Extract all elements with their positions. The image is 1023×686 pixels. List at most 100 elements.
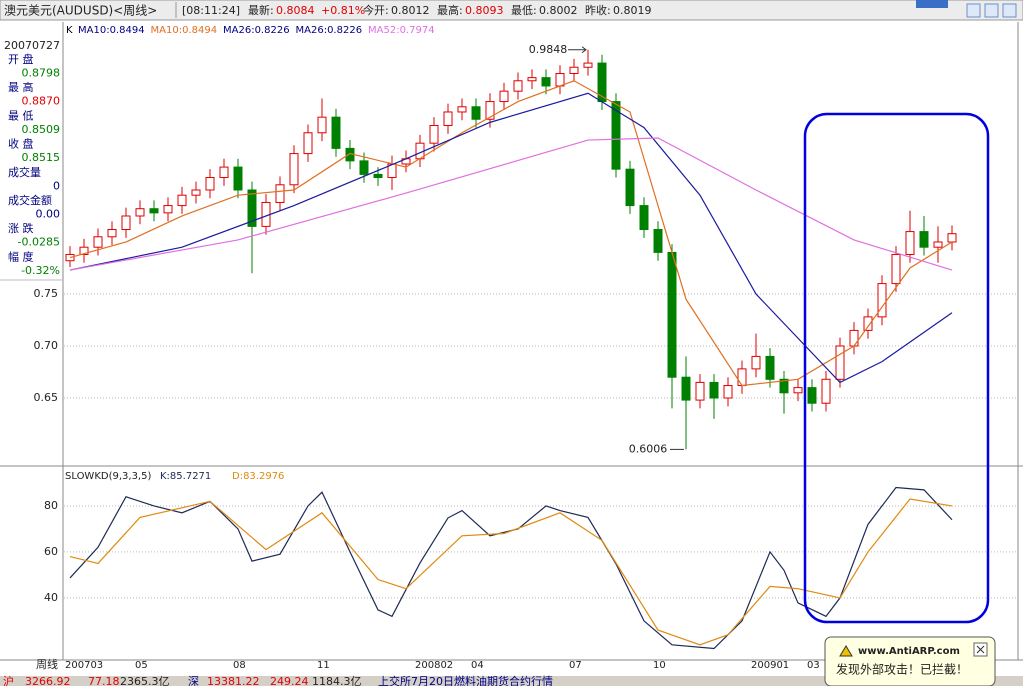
candle-body: [163, 205, 173, 214]
info-date: 20070727: [4, 39, 60, 52]
y-tick-label: 0.65: [34, 391, 59, 404]
annotation: 0.6006: [629, 442, 668, 455]
candle-body: [443, 111, 453, 126]
candle-body: [611, 101, 621, 170]
candle-body: [499, 90, 509, 103]
prev-label: 昨收:: [585, 3, 611, 17]
window-button[interactable]: [1002, 3, 1017, 18]
change: +0.81%: [321, 4, 365, 17]
y-tick-label: 40: [44, 591, 58, 604]
candle-body: [583, 62, 593, 68]
header-bar: [0, 0, 1023, 21]
info-value: 0.8515: [22, 151, 61, 164]
popup-message: 发现外部攻击！已拦截！: [836, 662, 968, 677]
candle-body: [191, 189, 201, 196]
info-label: 开 盘: [8, 52, 34, 66]
candle-body: [695, 381, 705, 401]
info-label: 最 低: [8, 109, 34, 122]
x-tick-label: 05: [135, 660, 148, 671]
open-label: 今开:: [363, 3, 389, 17]
x-tick-label: 200901: [751, 660, 789, 671]
status-value: 1184.3亿: [312, 675, 362, 686]
indicator-d: D:83.2976: [232, 471, 284, 482]
candle-body: [485, 101, 495, 120]
legend-entry: MA26:0.8226: [223, 25, 290, 36]
x-tick-label: 07: [569, 660, 582, 671]
candle-body: [233, 166, 243, 191]
legend-entry: MA52:0.7974: [368, 25, 435, 36]
low: 0.8002: [539, 4, 578, 17]
annotation: 0.9848: [529, 43, 568, 56]
candle-body: [751, 355, 761, 370]
x-tick-label: 04: [471, 660, 484, 671]
candle-body: [205, 177, 215, 191]
candle-body: [779, 378, 789, 394]
x-axis-label: 周线: [36, 657, 58, 671]
candle-body: [765, 355, 775, 380]
window-button[interactable]: [984, 3, 999, 18]
high: 0.8093: [465, 4, 504, 17]
status-news: 上交所7月20日燃料油期货合约行情: [378, 674, 553, 686]
time: [08:11:24]: [182, 4, 240, 17]
legend-entry: MA10:0.8494: [151, 25, 218, 36]
line-d: [69, 498, 953, 646]
info-value: 0.8870: [22, 95, 61, 108]
candle-body: [541, 77, 551, 87]
candle-body: [723, 385, 733, 399]
candle-body: [93, 236, 103, 248]
status-group: 沪 3266.92 77.18 2365.3亿 深 13381.22 249.2…: [3, 674, 553, 686]
status-sz: 深: [188, 675, 199, 686]
x-tick-label: 03: [807, 660, 820, 671]
candle-body: [79, 246, 89, 255]
window-title: 澳元美元(AUDUSD)<周线>: [4, 4, 157, 18]
candle-body: [177, 194, 187, 207]
candle-body: [373, 173, 383, 179]
indicator-k: K:85.7271: [160, 471, 211, 482]
status-value: 249.24: [270, 675, 309, 686]
window-button[interactable]: [966, 3, 981, 18]
indicator-title: SLOWKD(9,3,3,5): [65, 471, 151, 482]
annotation-arrow: [568, 46, 587, 54]
candle-body: [527, 77, 537, 82]
candle-body: [667, 251, 677, 378]
line-ma10: [69, 80, 953, 387]
candle-body: [625, 168, 635, 207]
y-tick-label: 80: [44, 499, 58, 512]
candle-body: [835, 345, 845, 380]
status-value: 2365.3亿: [120, 675, 170, 686]
popup-site: www.AntiARP.com: [858, 646, 960, 657]
info-value: 0.8509: [22, 123, 61, 136]
candle-body: [793, 387, 803, 394]
candle-body: [877, 283, 887, 318]
candle-body: [709, 381, 719, 399]
candle-body: [471, 106, 481, 120]
candle-body: [821, 378, 831, 404]
open: 0.8012: [391, 4, 430, 17]
candle-body: [359, 160, 369, 175]
status-value: 77.18: [88, 675, 120, 686]
last-label: 最新:: [248, 3, 274, 17]
candle-body: [275, 184, 285, 203]
status-value: 13381.22: [207, 675, 260, 686]
x-tick-label: 11: [317, 660, 330, 671]
info-value: 0: [53, 179, 60, 192]
info-label: 幅 度: [8, 249, 34, 263]
candle-body: [429, 124, 439, 144]
candle-body: [457, 106, 467, 113]
low-label: 最低:: [511, 4, 537, 17]
close-icon: [976, 645, 985, 654]
candle-body: [569, 66, 579, 74]
legend-entry: MA10:0.8494: [78, 25, 145, 36]
status-value: 3266.92: [25, 675, 71, 686]
info-label: 收 盘: [8, 137, 34, 151]
x-tick-label: 200703: [65, 660, 103, 671]
search-button[interactable]: [916, 0, 948, 8]
candle-body: [947, 233, 957, 243]
line-ma26: [69, 92, 953, 384]
popup: [824, 636, 996, 686]
info-label: 最 高: [8, 80, 34, 94]
x-tick-label: 200802: [415, 660, 453, 671]
